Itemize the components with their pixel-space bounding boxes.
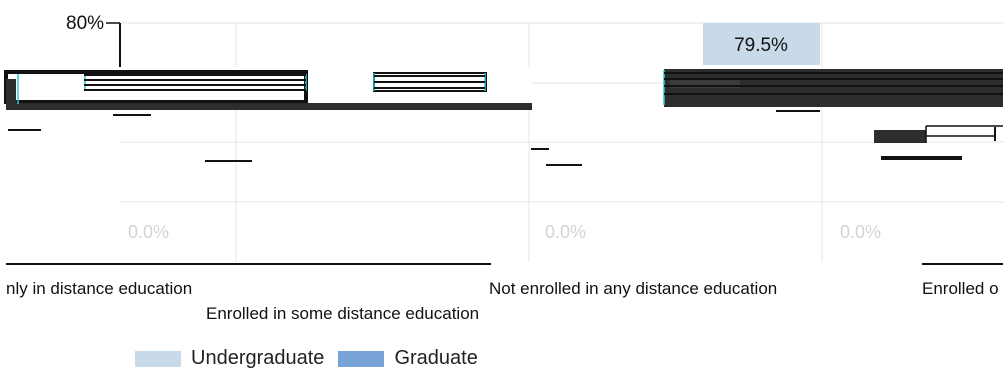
category-label-middle: Enrolled in some distance education [206,304,479,323]
faint-label-2: 0.0% [545,222,586,242]
undergraduate-swatch [135,350,181,367]
graduate-legend-label: Graduate [394,347,478,369]
highlighted-bar: 79.5% [703,23,820,65]
faint-residual-labels: 0.0% 0.0% 0.0% [128,222,881,242]
small-tick-marks [8,110,962,166]
category-labels: nly in distance education Enrolled in so… [6,279,999,323]
black-stripes [84,72,1003,95]
legend-item-graduate: Graduate [338,347,478,370]
top-axis-label: 80% [66,13,104,34]
dark-bar-left-side [6,79,16,103]
annotation-marker [874,125,1003,143]
dark-bar-left-outline [4,70,308,104]
top-value-marker: 80% [66,13,121,67]
legend: Undergraduate Graduate [135,347,478,370]
undergraduate-value-label: 79.5% [734,35,788,56]
undergraduate-legend-label: Undergraduate [191,347,325,369]
category-label-left: nly in distance education [6,279,192,298]
undergraduate-value-bar [703,23,820,65]
category-label-edge: Enrolled o [922,279,999,298]
legend-item-undergraduate: Undergraduate [135,347,324,370]
category-label-right: Not enrolled in any distance education [489,279,777,298]
graduate-swatch [338,350,385,367]
faint-label-1: 0.0% [128,222,169,242]
faint-label-3: 0.0% [840,222,881,242]
dark-bar-right-inner [670,80,740,88]
dark-bar-left-bottom [6,103,532,110]
